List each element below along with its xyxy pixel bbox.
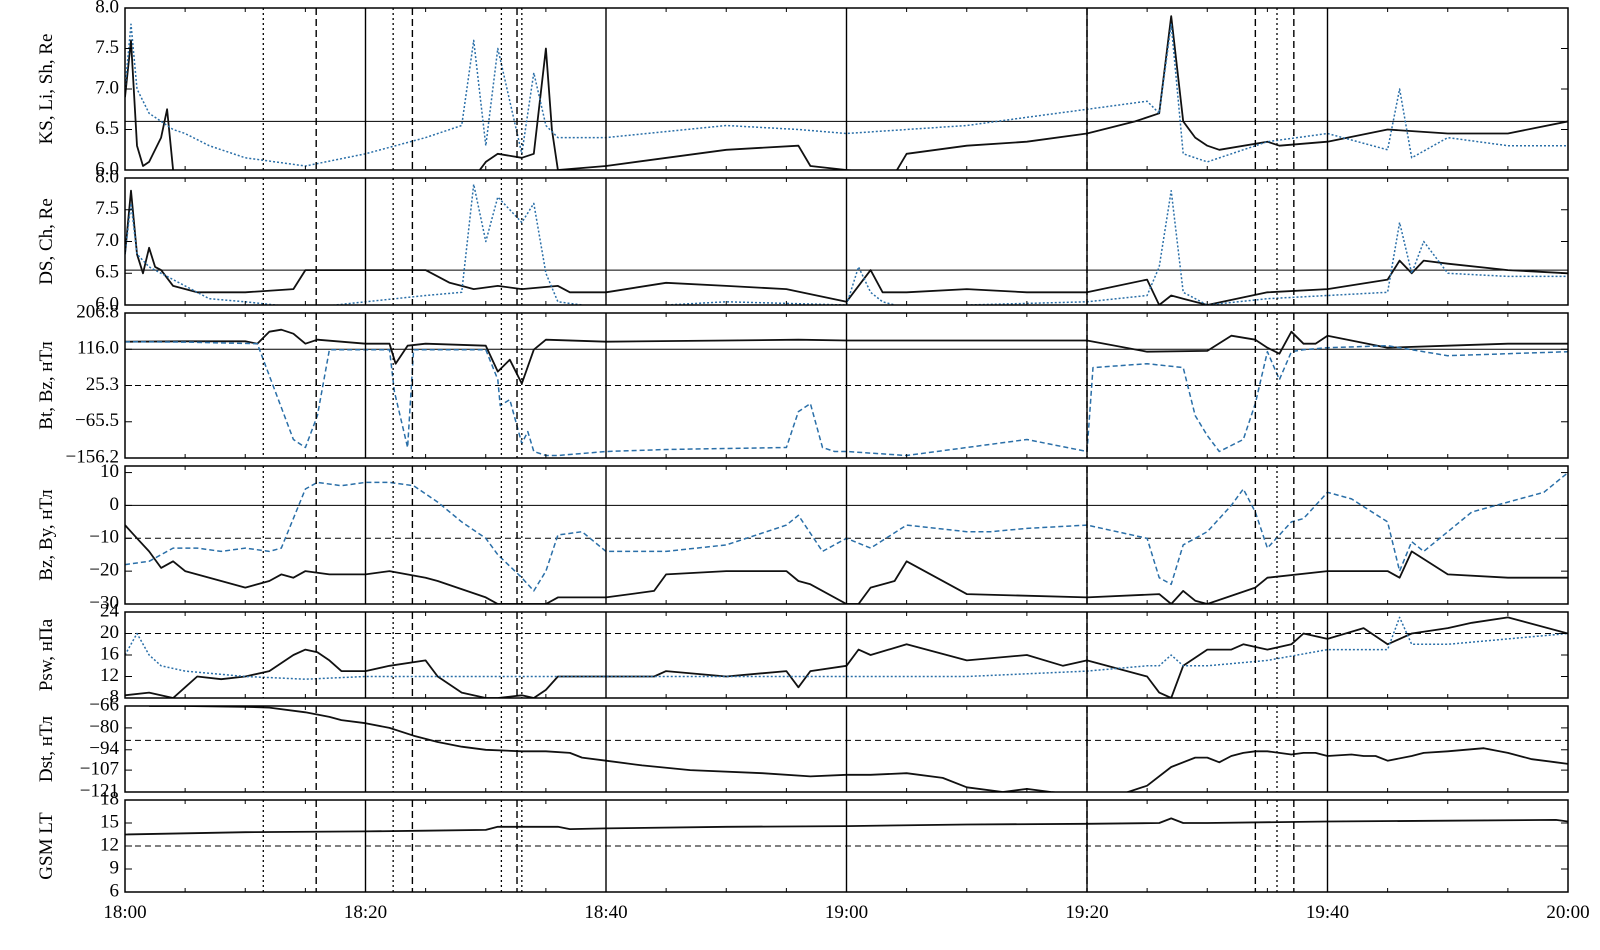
y-tick-label: 7.5 — [95, 198, 119, 219]
series-line-solid — [125, 328, 1568, 385]
series-line-dashed — [125, 472, 1568, 592]
series-line-dashed — [125, 340, 1568, 457]
y-axis-label: Dst, нТл — [36, 715, 57, 782]
y-tick-label: −107 — [80, 758, 119, 779]
y-tick-label: 6.5 — [95, 118, 119, 139]
x-tick-label: 20:00 — [1546, 902, 1589, 923]
series-group — [149, 706, 1568, 792]
panels-layer: 8.0 7.5 7.0 6.5 6.0 KS, Li, Sh, Re 8.0 7.5 7.0 6.… — [36, 0, 1569, 901]
series-group — [125, 328, 1568, 457]
series-line-solid — [125, 189, 1568, 305]
x-tick-label: 18:00 — [103, 902, 146, 923]
y-tick-label: 18 — [100, 788, 119, 809]
y-tick-label: 16 — [100, 643, 119, 664]
y-tick-label: 24 — [100, 600, 120, 621]
y-axis-label: Psw, нПа — [36, 618, 57, 691]
y-tick-label: 6.0 — [95, 158, 119, 179]
y-tick-label: 6.5 — [95, 262, 119, 283]
y-tick-label: −66 — [89, 694, 119, 715]
panel-3: 206.8 116.0 25.3 −65.5 −156.2 Bt, Bz, нТл — [36, 301, 1569, 467]
y-tick-label: 8 — [110, 686, 120, 707]
y-tick-label: 12 — [100, 834, 119, 855]
y-tick-label: −94 — [89, 738, 119, 759]
y-tick-label: −65.5 — [75, 410, 119, 431]
y-axis-label: Bz, By, нТл — [36, 489, 57, 581]
y-tick-label: 10 — [100, 461, 119, 482]
x-tick-label: 18:40 — [584, 902, 627, 923]
series-line-dotted — [125, 23, 1568, 167]
y-tick-label: −30 — [89, 592, 119, 613]
y-tick-label: 6 — [110, 880, 120, 901]
y-tick-label: 15 — [100, 811, 119, 832]
series-group — [125, 183, 1568, 305]
y-tick-label: 116.0 — [77, 338, 119, 359]
y-tick-label: 7.5 — [95, 37, 119, 58]
series-group — [125, 616, 1568, 698]
y-tick-label: 12 — [100, 665, 119, 686]
y-tick-label: −121 — [80, 780, 119, 801]
series-line-dotted — [125, 616, 1568, 680]
x-tick-label: 19:20 — [1065, 902, 1108, 923]
vertical-event-markers — [262, 8, 1329, 892]
y-tick-label: 206.8 — [76, 301, 119, 322]
y-tick-label: 8.0 — [95, 0, 119, 17]
y-tick-label: −80 — [89, 716, 119, 737]
series-line-solid — [149, 706, 1568, 792]
panel-1: 8.0 7.5 7.0 6.5 6.0 KS, Li, Sh, Re — [36, 0, 1569, 179]
y-axis-label: Bt, Bz, нТл — [36, 341, 57, 430]
y-tick-label: 7.0 — [95, 230, 119, 251]
series-line-solid — [125, 616, 1568, 698]
y-tick-label: −156.2 — [66, 446, 119, 467]
x-tick-label: 19:40 — [1306, 902, 1349, 923]
series-line-solid — [125, 15, 1568, 170]
x-tick-label: 19:00 — [825, 902, 868, 923]
x-axis: 18:00 18:20 18:40 19:00 19:20 19:40 20:00 — [103, 902, 1589, 923]
y-axis-label: KS, Li, Sh, Re — [36, 34, 57, 145]
panel-6: −66−80−94−107−121 Dst, нТл — [36, 694, 1569, 801]
y-tick-label: −10 — [89, 527, 119, 548]
y-tick-label: 25.3 — [86, 374, 119, 395]
y-tick-label: 7.0 — [95, 77, 119, 98]
panel-2: 8.0 7.5 7.0 6.5 6.0 DS, Ch, Re — [36, 166, 1569, 314]
y-tick-label: 20 — [100, 622, 119, 643]
y-tick-label: −20 — [89, 560, 119, 581]
y-tick-label: 0 — [110, 494, 120, 515]
y-tick-label: 8.0 — [95, 166, 119, 187]
y-axis-label: GSM LT — [36, 812, 57, 880]
y-tick-label: 9 — [110, 857, 120, 878]
x-tick-label: 18:20 — [344, 902, 387, 923]
panel-4: 10 0 −10 −20 −30 Bz, By, нТл — [36, 461, 1569, 613]
series-group — [125, 15, 1568, 170]
y-axis-label: DS, Ch, Re — [36, 198, 57, 285]
y-tick-label: 6.0 — [95, 293, 119, 314]
